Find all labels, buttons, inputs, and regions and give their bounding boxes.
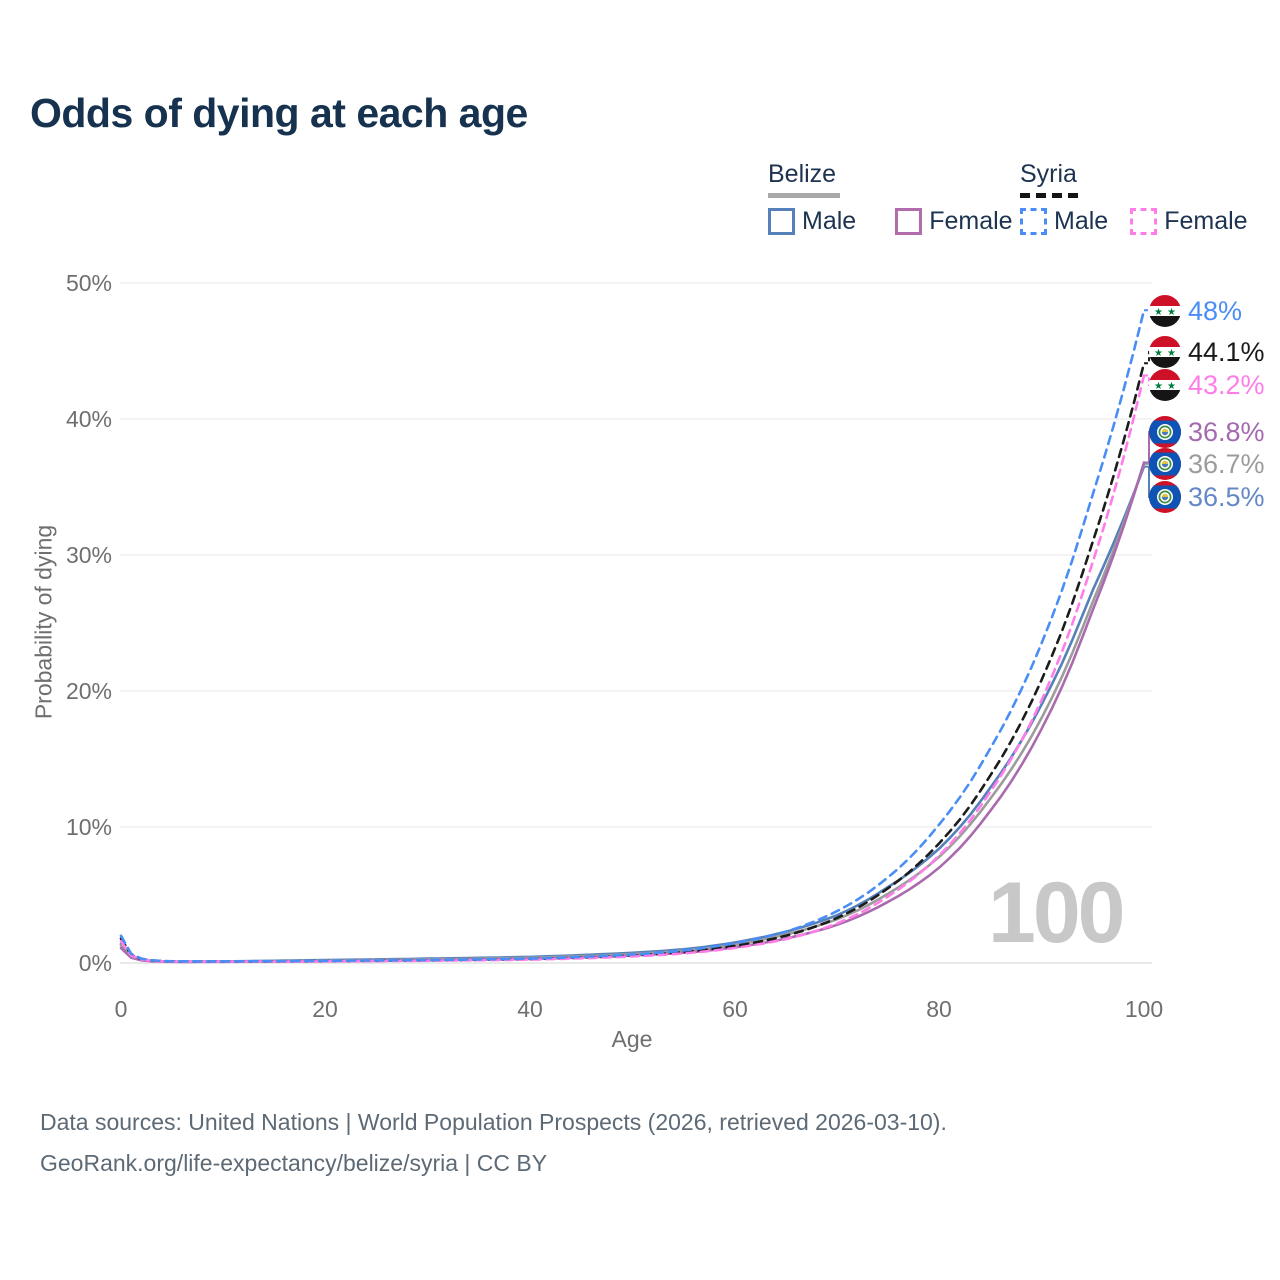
end-value: 36.8% xyxy=(1188,416,1265,447)
page-title: Odds of dying at each age xyxy=(30,90,528,136)
legend-item-syria-male[interactable]: Male xyxy=(1020,207,1108,236)
end-value: 36.7% xyxy=(1188,448,1265,479)
belize-flag-icon xyxy=(1149,416,1181,448)
svg-text:★: ★ xyxy=(1167,348,1176,359)
legend-label-syria-female: Female xyxy=(1164,207,1248,235)
syria-flag-icon: ★ ★ xyxy=(1149,336,1181,368)
x-tick-0: 0 xyxy=(114,996,128,1022)
data-source-line: Data sources: United Nations | World Pop… xyxy=(40,1109,947,1135)
end-value: 36.5% xyxy=(1188,481,1265,512)
end-label-belize-total: 36.7% xyxy=(1149,448,1265,480)
series-line-syria_male xyxy=(119,308,1146,963)
svg-text:★: ★ xyxy=(1154,307,1163,318)
end-value: 44.1% xyxy=(1188,336,1265,367)
y-tick-50: 50% xyxy=(65,270,112,296)
y-tick-10: 10% xyxy=(65,814,112,840)
y-tick-0: 0% xyxy=(78,950,112,976)
y-axis-label: Probability of dying xyxy=(30,524,57,720)
footer-attribution: Data sources: United Nations | World Pop… xyxy=(40,1102,947,1184)
legend-country-syria[interactable]: Syria xyxy=(1020,160,1077,188)
series-line-syria_female xyxy=(119,374,1146,963)
svg-text:★: ★ xyxy=(1154,381,1163,392)
age-counter-watermark: 100 xyxy=(988,865,1125,961)
y-tick-30: 30% xyxy=(65,542,112,568)
end-value: 43.2% xyxy=(1188,369,1265,400)
svg-text:★: ★ xyxy=(1167,307,1176,318)
x-tick-80: 80 xyxy=(926,996,952,1022)
end-label-syria-male: ★ ★ 48% xyxy=(1149,295,1242,327)
x-tick-100: 100 xyxy=(1124,996,1164,1022)
y-tick-20: 20% xyxy=(65,678,112,704)
syria-male-swatch-icon xyxy=(1020,208,1047,235)
syria-flag-icon: ★ ★ xyxy=(1149,369,1181,401)
svg-text:★: ★ xyxy=(1154,348,1163,359)
legend-item-belize-female[interactable]: Female xyxy=(895,207,1013,236)
end-label-belize-female: 36.8% xyxy=(1149,416,1265,448)
legend-country-belize[interactable]: Belize xyxy=(768,160,837,188)
belize-male-swatch-icon xyxy=(768,208,795,235)
legend-item-syria-female[interactable]: Female xyxy=(1130,207,1248,236)
legend-label-belize-female: Female xyxy=(929,207,1013,235)
end-value: 48% xyxy=(1188,295,1243,326)
legend-item-belize-male[interactable]: Male xyxy=(768,207,856,236)
legend-group-syria: Syria Male Female xyxy=(1020,160,1248,236)
license-line: GeoRank.org/life-expectancy/belize/syria… xyxy=(40,1150,548,1176)
svg-text:★: ★ xyxy=(1167,381,1176,392)
end-label-syria-total: ★ ★ 44.1% xyxy=(1149,336,1265,368)
x-tick-60: 60 xyxy=(722,996,748,1022)
belize-solid-line-key xyxy=(768,193,840,198)
syria-female-swatch-icon xyxy=(1130,208,1158,235)
x-tick-40: 40 xyxy=(517,996,543,1022)
belize-female-swatch-icon xyxy=(895,208,923,235)
legend-label-belize-male: Male xyxy=(802,207,857,235)
x-tick-20: 20 xyxy=(312,996,338,1022)
belize-flag-icon xyxy=(1149,481,1181,513)
end-label-syria-female: ★ ★ 43.2% xyxy=(1149,369,1265,401)
syria-flag-icon: ★ ★ xyxy=(1149,295,1181,327)
syria-dashed-line-key xyxy=(1020,193,1078,198)
legend-group-belize: Belize Male Female xyxy=(768,160,1013,236)
legend-label-syria-male: Male xyxy=(1054,207,1109,235)
end-label-belize-male: 36.5% xyxy=(1149,481,1265,513)
label-connector-syria_total xyxy=(1144,351,1154,365)
x-axis-label: Age xyxy=(611,1026,653,1052)
y-tick-40: 40% xyxy=(65,406,112,432)
belize-flag-icon xyxy=(1149,448,1181,480)
